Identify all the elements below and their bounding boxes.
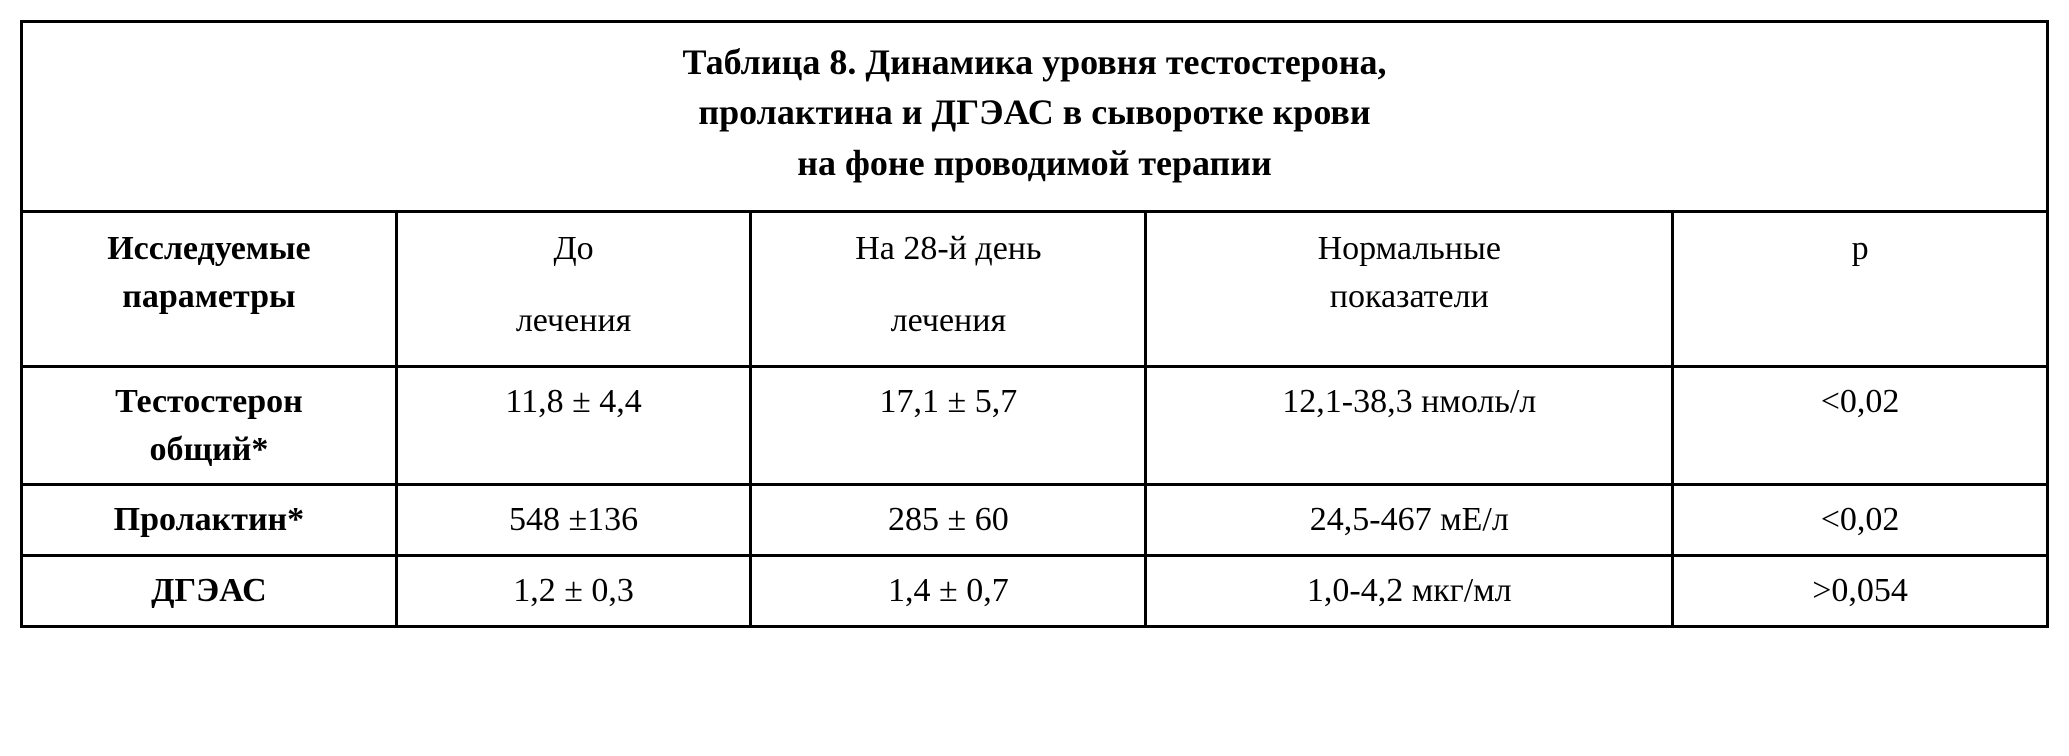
header-parameter-bottom: параметры [122,278,295,315]
cell-p: <0,02 [1673,485,2048,556]
table-row: Пролактин* 548 ±136 285 ± 60 24,5-467 мЕ… [22,485,2048,556]
row-parameter: Пролактин* [22,485,397,556]
header-p-label: p [1852,230,1869,267]
header-normal-bottom: показатели [1330,278,1489,315]
table-row: ДГЭАС 1,2 ± 0,3 1,4 ± 0,7 1,0-4,2 мкг/мл… [22,555,2048,626]
cell-normal: 24,5-467 мЕ/л [1146,485,1673,556]
cell-before: 548 ±136 [396,485,751,556]
header-parameter: Исследуемые параметры [22,212,397,367]
row-parameter: Тестостерон общий* [22,367,397,485]
cell-day28: 17,1 ± 5,7 [751,367,1146,485]
cell-normal: 12,1-38,3 нмоль/л [1146,367,1673,485]
cell-p: <0,02 [1673,367,2048,485]
header-day28-top: На 28-й день [855,225,1041,273]
title-line-3: на фоне проводимой терапии [797,143,1272,183]
title-line-2: пролактина и ДГЭАС в сыворотке крови [698,92,1370,132]
table-row: Тестостерон общий* 11,8 ± 4,4 17,1 ± 5,7… [22,367,2048,485]
cell-day28: 285 ± 60 [751,485,1146,556]
data-table: Таблица 8. Динамика уровня тестостерона,… [20,20,2049,628]
title-line-1: Таблица 8. Динамика уровня тестостерона, [682,42,1386,82]
cell-day28: 1,4 ± 0,7 [751,555,1146,626]
header-parameter-top: Исследуемые [107,230,310,267]
header-day28-bottom: лечения [891,297,1006,345]
table-container: Таблица 8. Динамика уровня тестостерона,… [20,20,2049,628]
header-normal-top: Нормальные [1318,230,1501,267]
row-parameter-top: Тестостерон [115,383,303,420]
header-normal: Нормальные показатели [1146,212,1673,367]
cell-before: 11,8 ± 4,4 [396,367,751,485]
header-before-top: До [553,225,593,273]
row-parameter-top: Пролактин* [114,501,304,538]
row-parameter-top: ДГЭАС [151,572,267,609]
header-before: До лечения [396,212,751,367]
row-parameter: ДГЭАС [22,555,397,626]
header-p: p [1673,212,2048,367]
cell-before: 1,2 ± 0,3 [396,555,751,626]
table-title: Таблица 8. Динамика уровня тестостерона,… [22,22,2048,212]
header-day28: На 28-й день лечения [751,212,1146,367]
header-row: Исследуемые параметры До лечения На 28-й… [22,212,2048,367]
title-row: Таблица 8. Динамика уровня тестостерона,… [22,22,2048,212]
header-before-bottom: лечения [516,297,631,345]
cell-normal: 1,0-4,2 мкг/мл [1146,555,1673,626]
row-parameter-bottom: общий* [149,431,268,468]
cell-p: >0,054 [1673,555,2048,626]
